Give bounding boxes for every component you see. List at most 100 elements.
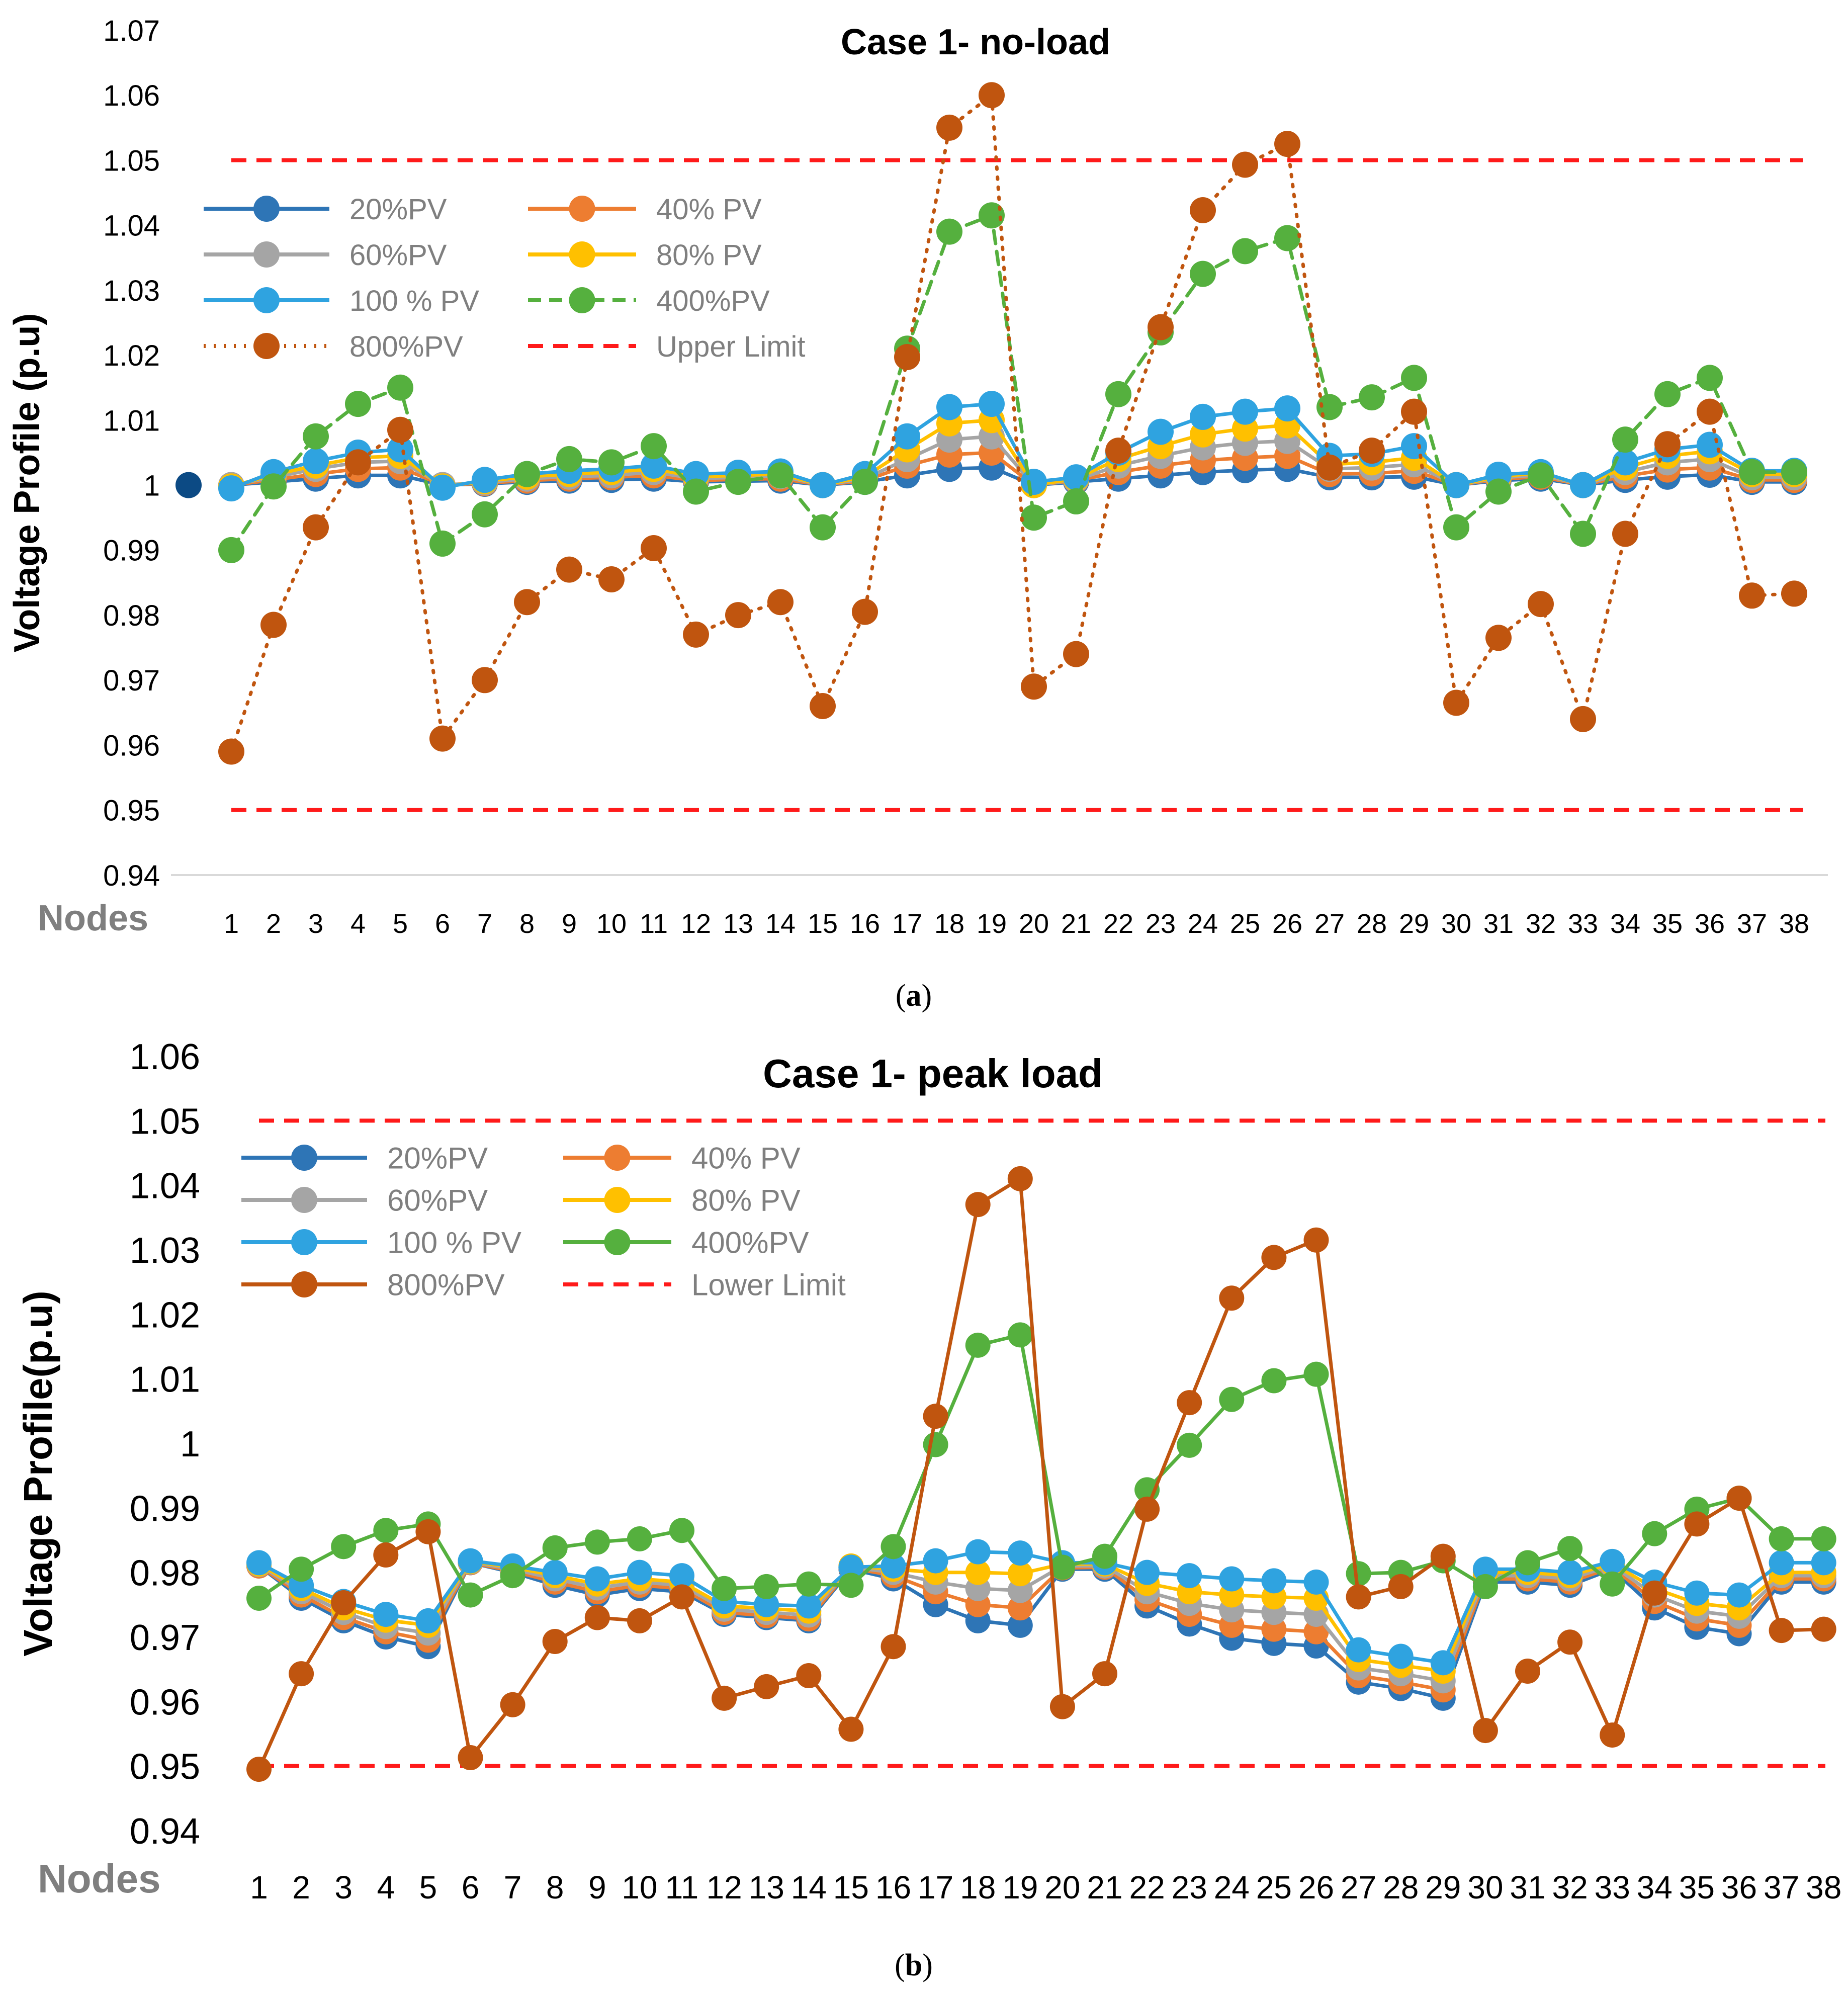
data-point	[289, 1556, 314, 1582]
legend-label: 60%PV	[387, 1184, 488, 1218]
data-point	[881, 1553, 906, 1579]
x-tick-label: 26	[1298, 1869, 1334, 1905]
y-tick-label: 1.07	[103, 15, 160, 47]
x-tick-label: 20	[1044, 1869, 1080, 1905]
x-tick-label: 33	[1595, 1869, 1630, 1905]
data-point	[542, 1559, 568, 1585]
legend-swatch-marker	[253, 333, 280, 359]
data-point	[810, 693, 836, 719]
x-tick-label: 8	[519, 909, 535, 939]
data-point	[1092, 1543, 1117, 1569]
legend-label: 400%PV	[656, 285, 770, 317]
data-point	[1274, 225, 1300, 251]
data-point	[1811, 1550, 1836, 1576]
data-point	[373, 1518, 399, 1543]
data-point	[246, 1757, 272, 1782]
data-point	[514, 589, 540, 616]
data-point	[303, 514, 329, 541]
x-tick-label: 22	[1129, 1869, 1165, 1905]
data-point	[1684, 1511, 1710, 1537]
y-axis-label: Voltage Profile(p.u)	[16, 1290, 60, 1656]
legend-label: 80% PV	[656, 239, 762, 272]
data-point	[1316, 454, 1343, 481]
data-point	[1007, 1561, 1033, 1587]
data-point	[429, 474, 456, 501]
x-tick-label: 16	[850, 909, 880, 939]
data-point	[1359, 438, 1385, 464]
legend-item-400-pv: 400%PV	[563, 1226, 809, 1260]
x-tick-label: 6	[435, 909, 450, 939]
legend-swatch-marker	[291, 1271, 317, 1297]
y-tick-labels: 0.94 0.95 0.96 0.97 0.98 0.99 1 1.01 1.02 1.03 1.0…	[103, 15, 160, 892]
data-point	[838, 1554, 864, 1580]
legend-swatch-marker	[604, 1229, 631, 1255]
x-tick-label: 36	[1721, 1869, 1757, 1905]
x-tick-label: 23	[1172, 1869, 1207, 1905]
y-tick-label: 1.02	[130, 1295, 200, 1335]
legend-swatch-marker	[253, 196, 280, 222]
x-tick-label: 18	[960, 1869, 996, 1905]
data-point	[218, 475, 244, 502]
data-point	[556, 446, 582, 472]
data-point	[725, 602, 751, 629]
data-point	[1401, 433, 1427, 460]
x-tick-label: 37	[1737, 909, 1767, 939]
data-point	[1007, 1595, 1033, 1621]
series-800-pv	[218, 82, 1807, 765]
data-point	[979, 391, 1005, 417]
y-tick-label: 0.97	[103, 664, 160, 697]
data-point	[458, 1548, 483, 1574]
data-point	[472, 501, 498, 528]
data-point	[1190, 403, 1216, 430]
data-point	[260, 473, 287, 500]
data-point	[641, 452, 667, 479]
data-point	[1219, 1387, 1245, 1412]
legend-label: Lower Limit	[691, 1268, 846, 1302]
data-point	[542, 1535, 568, 1561]
y-tick-label: 0.97	[130, 1618, 200, 1658]
x-tick-label: 3	[334, 1869, 353, 1905]
legend-label: 100 % PV	[387, 1226, 521, 1260]
legend-item-400-pv: 400%PV	[528, 285, 770, 317]
data-point	[894, 344, 920, 371]
data-point	[1557, 1536, 1583, 1562]
data-point	[767, 462, 794, 489]
data-point	[1063, 641, 1089, 667]
x-tick-label: 13	[749, 1869, 784, 1905]
data-point	[894, 423, 920, 450]
x-tick-label: 24	[1188, 909, 1218, 939]
data-point	[936, 394, 962, 420]
x-tick-label: 21	[1061, 909, 1091, 939]
x-tick-label: 25	[1256, 1869, 1292, 1905]
legend-item-20-pv: 20%PV	[241, 1142, 488, 1175]
data-point	[1049, 1554, 1075, 1580]
legend-label: Upper Limit	[656, 330, 806, 363]
y-tick-label: 1.01	[130, 1360, 200, 1400]
data-point-node-0	[175, 472, 202, 498]
data-point	[289, 1661, 314, 1687]
data-point	[965, 1332, 991, 1358]
x-tick-label: 5	[393, 909, 408, 939]
data-point	[1177, 1390, 1202, 1416]
data-point	[1430, 1543, 1456, 1569]
data-point	[584, 1529, 610, 1555]
data-point	[1570, 472, 1596, 498]
data-point	[1232, 151, 1258, 178]
y-axis-label: Voltage Profile (p.u)	[7, 313, 47, 653]
data-point	[1430, 1650, 1456, 1676]
data-point	[1303, 1569, 1329, 1595]
x-tick-label: 12	[681, 909, 711, 939]
data-point	[387, 436, 413, 463]
data-point	[1472, 1556, 1498, 1582]
legend-item-80-pv: 80% PV	[563, 1184, 801, 1218]
legend-label: 20%PV	[349, 193, 447, 226]
x-tick-label: 19	[977, 909, 1007, 939]
x-tick-label: 27	[1314, 909, 1345, 939]
data-point	[1388, 1643, 1414, 1669]
data-point	[1232, 398, 1258, 425]
data-point	[1346, 1584, 1371, 1610]
x-tick-label: 34	[1610, 909, 1640, 939]
data-point	[1049, 1694, 1075, 1719]
y-tick-label: 1.04	[103, 210, 160, 242]
